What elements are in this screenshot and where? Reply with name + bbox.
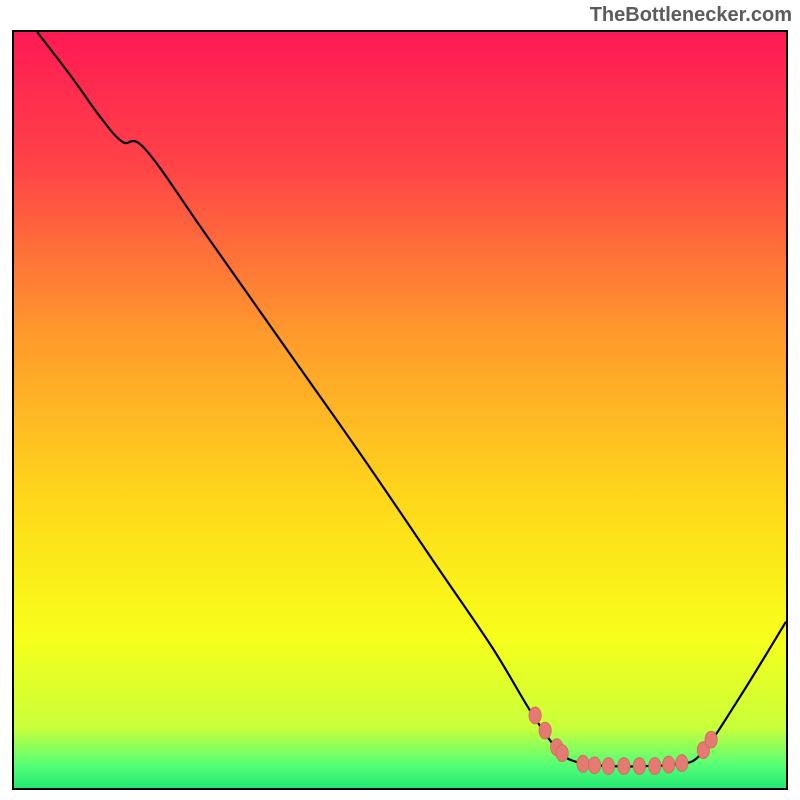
curve-marker — [577, 755, 589, 772]
bottleneck-curve — [37, 32, 786, 766]
curve-marker — [705, 731, 717, 748]
curve-marker — [633, 758, 645, 775]
curve-marker — [602, 758, 614, 775]
curve-marker — [649, 758, 661, 775]
curve-marker — [539, 722, 551, 739]
chart-plot-area — [12, 30, 788, 790]
watermark-text: TheBottlenecker.com — [590, 4, 792, 27]
curve-marker — [556, 745, 568, 762]
curve-marker — [588, 757, 600, 774]
chart-svg-layer — [14, 32, 786, 788]
curve-marker — [662, 756, 674, 773]
curve-marker — [529, 707, 541, 724]
curve-marker — [618, 758, 630, 775]
curve-marker — [676, 755, 688, 772]
curve-markers-group — [529, 707, 717, 775]
